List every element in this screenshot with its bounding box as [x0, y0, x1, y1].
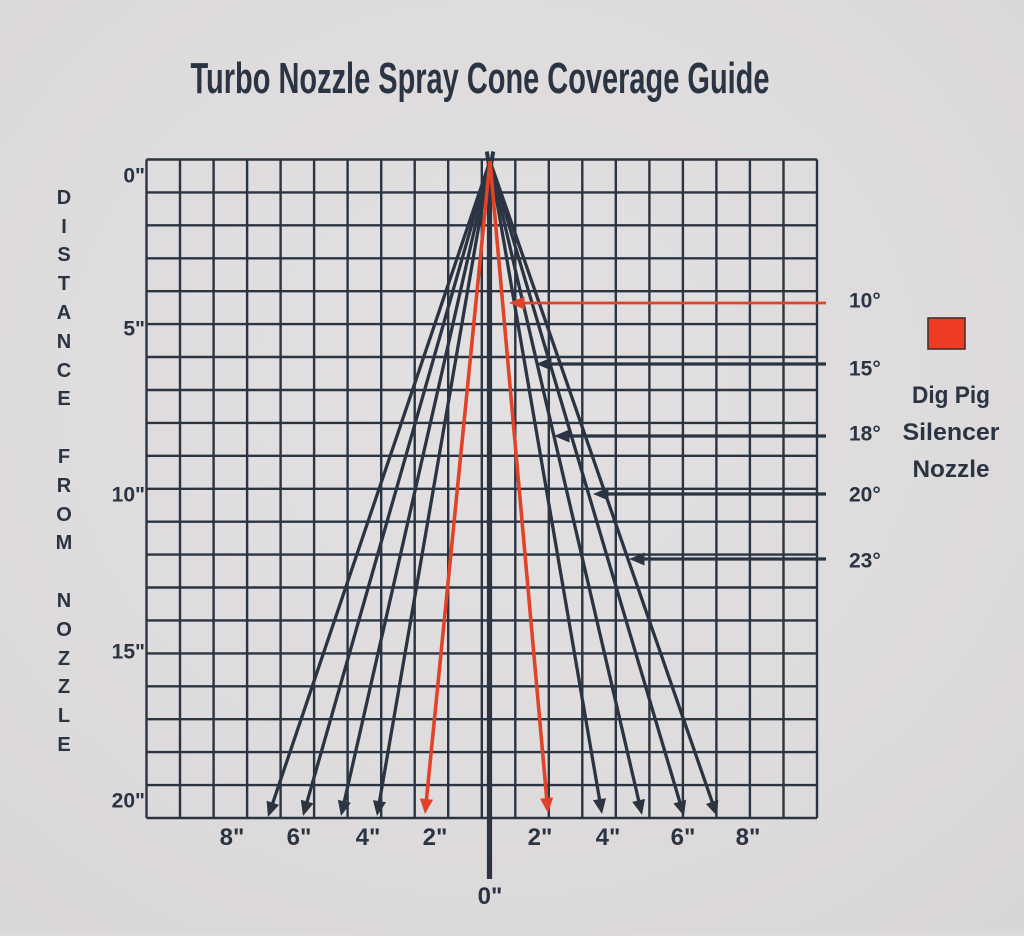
svg-text:8": 8": [736, 824, 761, 851]
svg-text:6": 6": [287, 824, 312, 851]
svg-text:23°: 23°: [849, 550, 881, 573]
svg-text:N: N: [57, 590, 71, 612]
svg-text:F: F: [58, 446, 70, 468]
svg-text:6": 6": [671, 824, 696, 851]
svg-text:L: L: [58, 705, 70, 727]
svg-text:15°: 15°: [849, 358, 881, 381]
svg-text:20°: 20°: [849, 484, 881, 507]
svg-text:20": 20": [112, 790, 145, 813]
svg-text:10": 10": [112, 484, 145, 507]
svg-text:2": 2": [423, 824, 448, 851]
svg-text:T: T: [58, 273, 70, 295]
svg-text:N: N: [57, 331, 71, 353]
svg-text:Turbo Nozzle Spray Cone Covera: Turbo Nozzle Spray Cone Coverage Guide: [191, 54, 770, 103]
svg-text:0": 0": [478, 883, 503, 910]
svg-text:4": 4": [596, 824, 621, 851]
svg-text:S: S: [57, 244, 70, 266]
svg-text:18°: 18°: [849, 423, 881, 446]
svg-text:Z: Z: [58, 676, 70, 698]
svg-text:E: E: [57, 388, 70, 410]
svg-text:Silencer: Silencer: [903, 419, 1000, 446]
svg-text:C: C: [57, 360, 71, 382]
svg-text:D: D: [57, 187, 71, 209]
svg-text:10°: 10°: [849, 290, 881, 313]
svg-text:5": 5": [123, 318, 145, 341]
svg-text:Dig Pig: Dig Pig: [912, 382, 990, 409]
svg-text:R: R: [57, 475, 72, 497]
svg-text:O: O: [56, 619, 72, 641]
svg-text:I: I: [61, 216, 67, 238]
svg-text:O: O: [56, 504, 72, 526]
svg-text:M: M: [56, 532, 73, 554]
svg-text:Nozzle: Nozzle: [913, 456, 990, 483]
svg-text:A: A: [57, 302, 71, 324]
svg-text:0": 0": [123, 165, 145, 188]
svg-text:4": 4": [356, 824, 381, 851]
svg-text:E: E: [57, 734, 70, 756]
svg-text:8": 8": [220, 824, 245, 851]
svg-text:2": 2": [528, 824, 553, 851]
svg-text:15": 15": [112, 641, 145, 664]
svg-text:Z: Z: [58, 648, 70, 670]
